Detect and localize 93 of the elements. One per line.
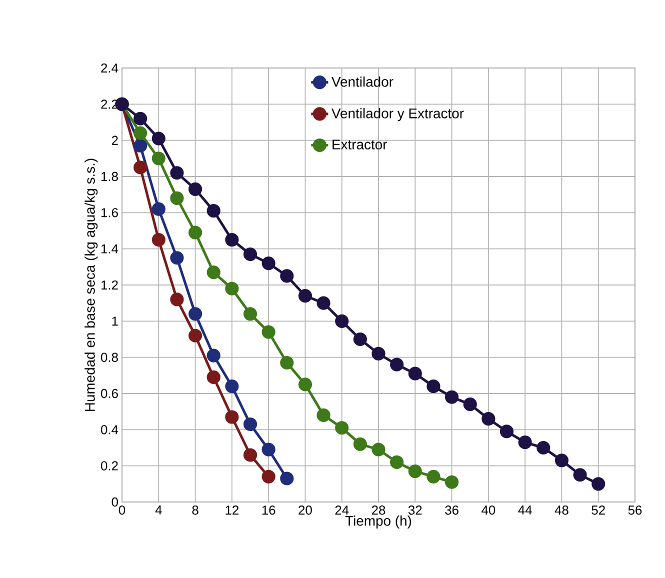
point (243, 247, 258, 262)
x-tick-label: 48 (554, 506, 568, 515)
y-axis-title: Humedad en base seca (kg agua/kg s.s.) (84, 158, 98, 412)
y-tick-label: 1.8 (101, 172, 118, 182)
point (170, 166, 184, 180)
point (188, 182, 202, 196)
x-tick-label: 32 (408, 506, 422, 515)
point (188, 328, 202, 342)
point (225, 282, 239, 296)
point (243, 448, 258, 462)
point (262, 470, 276, 484)
y-tick-label: 0.4 (100, 425, 118, 434)
x-tick-label: 0 (118, 506, 126, 515)
x-tick-label: 28 (372, 506, 386, 515)
point (170, 292, 184, 306)
x-tick-label: 20 (298, 506, 312, 515)
x-tick-label: 12 (226, 506, 238, 515)
point (152, 132, 166, 146)
point (188, 226, 202, 240)
point (463, 398, 477, 412)
point (372, 346, 386, 361)
point (152, 202, 166, 216)
point (280, 472, 294, 486)
y-tick-label: 1.4 (101, 244, 118, 254)
point (426, 379, 440, 394)
point (134, 160, 148, 174)
point (298, 289, 312, 303)
y-tick-label: 1.2 (101, 280, 118, 290)
point (592, 477, 606, 491)
point (372, 442, 386, 456)
point (134, 126, 148, 140)
x-tick-label: 56 (628, 506, 642, 515)
point (262, 256, 276, 270)
point (482, 412, 496, 426)
x-tick-label: 8 (192, 506, 198, 515)
y-tick-label: 0.8 (100, 352, 118, 362)
point (225, 379, 239, 394)
x-tick-label: 44 (518, 506, 532, 514)
point (206, 266, 220, 280)
point (426, 470, 440, 484)
point (298, 378, 312, 392)
point (262, 325, 276, 339)
point (444, 390, 459, 404)
legend-label: Ventilador y Extractor (332, 108, 464, 122)
point (573, 468, 587, 482)
point (243, 307, 258, 321)
x-axis-title: Tiempo (h) (345, 516, 412, 529)
point (152, 232, 166, 247)
point (536, 440, 550, 455)
point (188, 307, 202, 321)
x-tick-label: 52 (592, 506, 605, 515)
point (316, 408, 330, 422)
point (335, 421, 349, 435)
point (518, 436, 532, 450)
point (170, 191, 184, 205)
legend-label: Extractor (332, 140, 388, 150)
point (170, 251, 184, 265)
point (280, 269, 294, 283)
point (206, 348, 220, 362)
point (262, 442, 276, 456)
x-tick-label: 36 (445, 506, 458, 515)
point (335, 314, 349, 328)
y-tick-label: 0.6 (100, 388, 118, 398)
point (353, 437, 367, 451)
y-tick-label: 0.2 (100, 461, 118, 470)
point (134, 112, 148, 126)
point (152, 152, 166, 166)
x-tick-label: 24 (335, 506, 349, 515)
point (500, 424, 514, 438)
point (225, 232, 239, 247)
point (390, 358, 404, 372)
x-tick-label: 4 (155, 506, 162, 514)
point (206, 204, 220, 218)
x-tick-label: 16 (262, 506, 276, 515)
point (408, 366, 422, 380)
point (206, 370, 220, 384)
y-tick-label: 1.6 (101, 208, 118, 218)
point (280, 356, 294, 370)
y-tick-label: 0 (112, 497, 118, 507)
point (444, 475, 459, 489)
point (554, 454, 569, 468)
legend-label: Ventilador (332, 76, 394, 87)
point (408, 464, 422, 478)
x-tick-label: 40 (482, 506, 496, 515)
point (243, 417, 258, 432)
point (225, 410, 239, 424)
point (390, 455, 404, 470)
point (316, 296, 330, 310)
y-tick-label: 2 (112, 136, 118, 145)
y-tick-label: 2.4 (101, 63, 118, 73)
point (134, 138, 148, 153)
y-tick-label: 1 (112, 316, 118, 326)
point (353, 332, 367, 346)
